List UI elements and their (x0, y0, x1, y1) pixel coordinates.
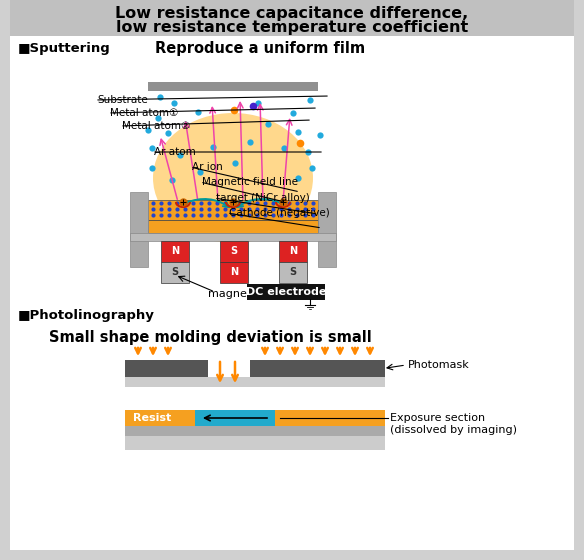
Bar (161, 241, 189, 262)
Bar (220, 262, 248, 283)
Text: Photomask: Photomask (408, 360, 470, 370)
Bar (279, 262, 307, 283)
Bar (125, 360, 208, 377)
Bar (148, 220, 318, 233)
Text: ■Sputtering: ■Sputtering (18, 41, 111, 54)
Bar (130, 192, 148, 267)
Text: S: S (231, 246, 238, 256)
Text: low resistance temperature coefficient: low resistance temperature coefficient (116, 20, 468, 35)
Bar (250, 360, 385, 377)
Text: N: N (289, 246, 297, 256)
Bar (195, 410, 275, 426)
Text: Resist: Resist (133, 413, 171, 423)
Ellipse shape (153, 113, 313, 243)
Bar (130, 233, 336, 241)
Text: Metal atom②: Metal atom② (122, 121, 190, 131)
Bar (148, 200, 318, 220)
Text: DC electrode: DC electrode (246, 287, 326, 297)
Text: S: S (172, 267, 179, 277)
Text: N: N (230, 267, 238, 277)
Bar (125, 436, 385, 450)
Text: ■Photolinography: ■Photolinography (18, 309, 155, 321)
FancyBboxPatch shape (247, 284, 325, 300)
Text: Low resistance capacitance difference,: Low resistance capacitance difference, (116, 6, 468, 21)
Text: Exposure section
(dissolved by imaging): Exposure section (dissolved by imaging) (390, 413, 517, 435)
Text: Reproduce a uniform film: Reproduce a uniform film (155, 40, 365, 55)
Bar (318, 192, 336, 267)
Bar (161, 262, 189, 283)
Text: N: N (171, 246, 179, 256)
Bar (10, 0, 574, 36)
Text: Cathode (negative): Cathode (negative) (229, 208, 330, 218)
Bar (125, 426, 385, 436)
Text: target (NiCr alloy): target (NiCr alloy) (216, 193, 310, 203)
Bar (279, 241, 307, 262)
Text: Ar ion: Ar ion (192, 162, 223, 172)
Text: Small shape molding deviation is small: Small shape molding deviation is small (48, 329, 371, 344)
Text: Metal atom①: Metal atom① (110, 108, 178, 118)
Text: magnet: magnet (208, 289, 251, 299)
Text: Ar atom: Ar atom (154, 147, 196, 157)
Bar (125, 377, 385, 387)
Bar (125, 410, 385, 426)
Text: Substrate: Substrate (97, 95, 148, 105)
Bar (148, 82, 318, 91)
Text: Magnetic field line: Magnetic field line (202, 177, 298, 187)
Text: S: S (290, 267, 297, 277)
Bar (220, 241, 248, 262)
